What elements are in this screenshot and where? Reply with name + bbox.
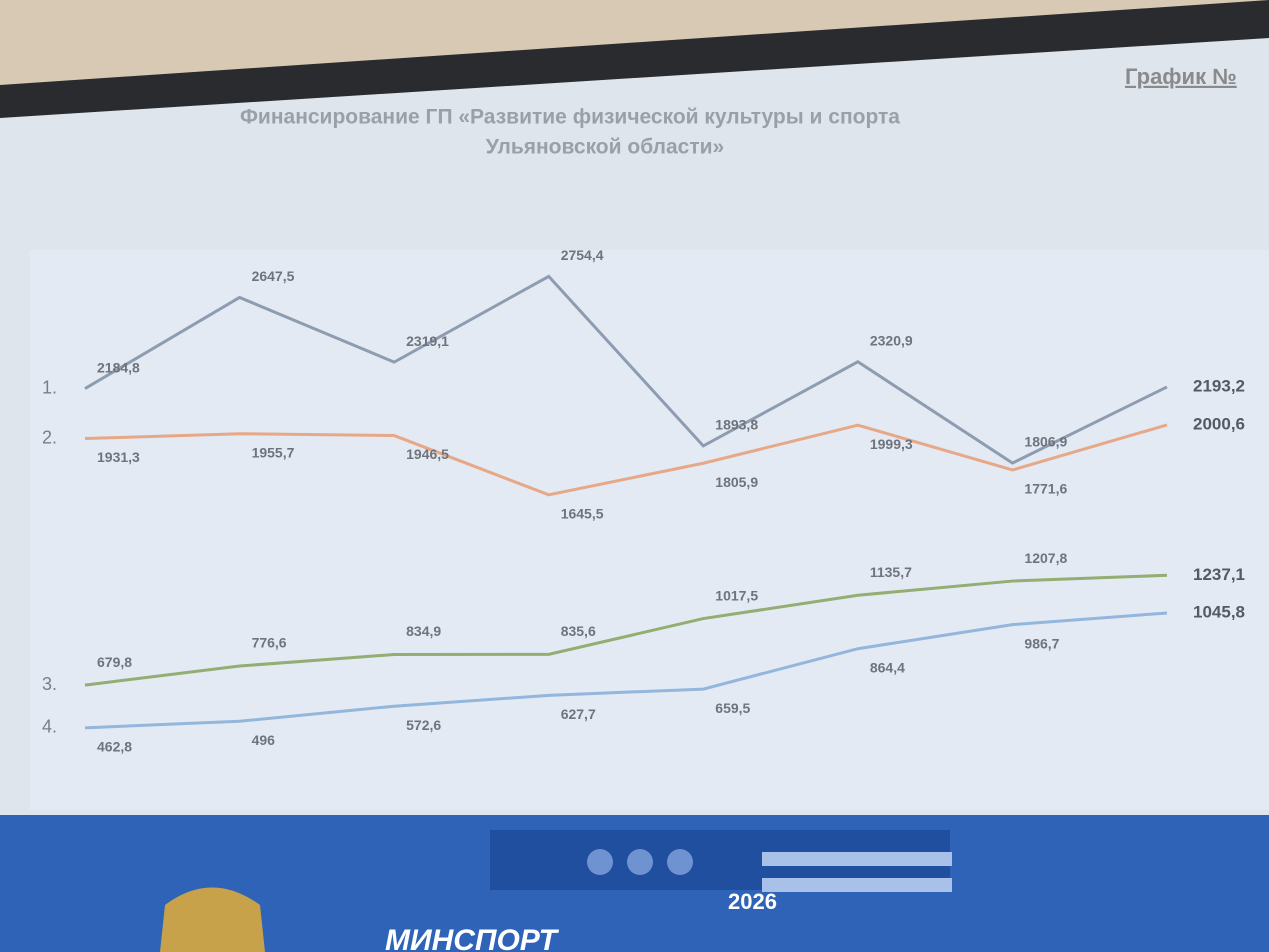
data-label: 1771,6 [1024,481,1067,497]
data-label: 1645,5 [561,506,604,522]
plot-area [30,250,1269,810]
data-label: 1135,7 [870,564,912,580]
data-label: 1955,7 [252,444,295,460]
legend-label: 4. [42,717,57,737]
data-label: 1931,3 [97,449,140,465]
chart-title: Финансирование ГП «Развитие физической к… [240,106,900,129]
data-label: 776,6 [252,635,287,651]
data-label: 462,8 [97,739,132,755]
data-label: 2193,2 [1193,376,1245,395]
chart-number: График № [1125,64,1237,89]
banner-dot [667,849,693,875]
banner-stripe [762,852,952,866]
data-label: 864,4 [870,659,905,675]
legend-label: 1. [42,377,57,397]
data-label: 496 [252,732,276,748]
series-line [84,423,1168,497]
data-label: 659,5 [715,700,750,716]
data-label: 986,7 [1024,635,1059,651]
year: 2026 [728,889,777,914]
data-label: 2647,5 [252,268,295,284]
data-label: 835,6 [561,623,596,639]
series-line [84,274,1168,465]
legend-label: 3. [42,674,57,694]
data-label: 1946,5 [406,446,449,462]
banner-dot [627,849,653,875]
data-label: 679,8 [97,654,132,670]
brand: МИНСПОРТ [385,924,560,952]
data-label: 1237,1 [1193,565,1245,584]
series-line [84,573,1168,687]
chart-subtitle: Ульяновской области» [486,136,724,159]
data-label: 572,6 [406,717,441,733]
emblem [160,887,265,952]
data-label: 2319,1 [406,333,449,349]
data-label: 2754,4 [561,247,604,263]
data-label: 1806,9 [1024,434,1067,450]
data-label: 1999,3 [870,436,913,452]
series-line [84,611,1168,730]
legend-label: 2. [42,427,57,447]
data-label: 2184,8 [97,359,140,375]
data-label: 1207,8 [1024,550,1067,566]
data-label: 2000,6 [1193,414,1245,433]
data-label: 1017,5 [715,587,758,603]
banner-stripe [762,878,952,892]
data-label: 1805,9 [715,474,758,490]
data-label: 1045,8 [1193,602,1245,621]
banner-dot [587,849,613,875]
data-label: 834,9 [406,623,441,639]
data-label: 2320,9 [870,332,913,348]
data-label: 627,7 [561,706,596,722]
data-label: 1893,8 [715,417,758,433]
